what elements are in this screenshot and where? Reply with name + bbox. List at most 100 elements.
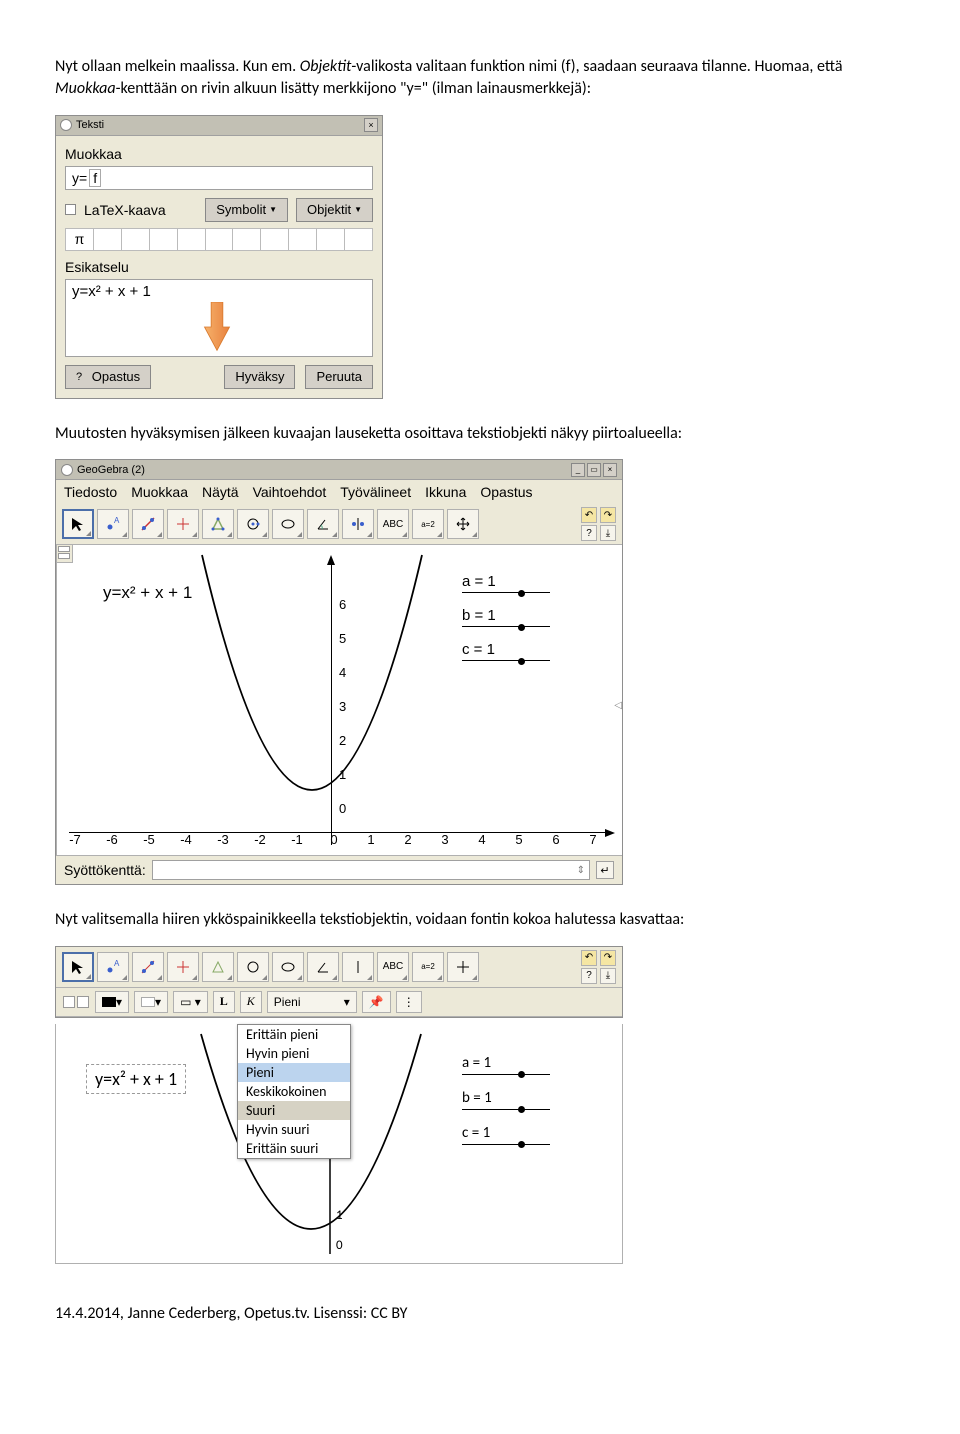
sym-cell[interactable] bbox=[317, 229, 345, 251]
fontsize-option[interactable]: Suuri bbox=[238, 1101, 350, 1120]
sym-cell[interactable] bbox=[94, 229, 122, 251]
max-icon[interactable]: ▭ bbox=[587, 463, 601, 477]
tool-point[interactable]: A bbox=[97, 952, 129, 982]
dl-icon[interactable]: ⤓ bbox=[600, 525, 616, 541]
menu-item[interactable]: Muokkaa bbox=[131, 484, 188, 500]
tool-polygon[interactable] bbox=[202, 509, 234, 539]
view-switch[interactable] bbox=[62, 995, 90, 1009]
min-icon[interactable]: _ bbox=[571, 463, 585, 477]
undo-icon[interactable]: ↶ bbox=[581, 950, 597, 966]
fontsize-select[interactable]: Pieni▾ bbox=[267, 991, 357, 1013]
tool-slider[interactable]: a=2 bbox=[412, 952, 444, 982]
tool-perp[interactable] bbox=[167, 509, 199, 539]
bold-button[interactable]: L bbox=[213, 991, 235, 1013]
sym-cell[interactable] bbox=[345, 229, 373, 251]
app-icon bbox=[61, 464, 73, 476]
x-tick: 6 bbox=[546, 832, 566, 847]
objects-label: Objektit bbox=[307, 202, 351, 217]
fontsize-option[interactable]: Erittäin pieni bbox=[238, 1025, 350, 1044]
fontsize-dropdown[interactable]: Erittäin pieniHyvin pieniPieniKeskikokoi… bbox=[237, 1024, 351, 1159]
tool-angle[interactable] bbox=[307, 952, 339, 982]
help-icon[interactable]: ? bbox=[581, 525, 597, 541]
tool-reflect[interactable] bbox=[342, 952, 374, 982]
app-titlebar[interactable]: GeoGebra (2) _ ▭ × bbox=[56, 460, 622, 480]
latex-checkbox[interactable] bbox=[65, 204, 76, 215]
fontsize-option[interactable]: Pieni bbox=[238, 1063, 350, 1082]
tool-circle[interactable] bbox=[237, 952, 269, 982]
tool-line[interactable] bbox=[132, 952, 164, 982]
tool-polygon[interactable] bbox=[202, 952, 234, 982]
menu-item[interactable]: Vaihtoehdot bbox=[253, 484, 327, 500]
sym-cell[interactable] bbox=[150, 229, 178, 251]
tool-ellipse[interactable] bbox=[272, 952, 304, 982]
tool-move[interactable] bbox=[447, 952, 479, 982]
tool-perp[interactable] bbox=[167, 952, 199, 982]
tool-arrow[interactable] bbox=[62, 509, 94, 539]
redo-icon[interactable]: ↷ bbox=[600, 950, 616, 966]
tool-line[interactable] bbox=[132, 509, 164, 539]
tool-reflect[interactable] bbox=[342, 509, 374, 539]
annotation-arrow-icon bbox=[202, 302, 232, 352]
tool-ellipse[interactable] bbox=[272, 509, 304, 539]
close-icon[interactable]: × bbox=[364, 118, 378, 132]
menu-item[interactable]: Työvälineet bbox=[340, 484, 411, 500]
ok-button[interactable]: Hyväksy bbox=[224, 365, 295, 389]
sym-cell[interactable] bbox=[178, 229, 206, 251]
symbols-button[interactable]: Symbolit▼ bbox=[205, 198, 288, 222]
x-tick: 5 bbox=[509, 832, 529, 847]
style-picker[interactable]: ▭ ▾ bbox=[173, 991, 208, 1013]
sym-cell[interactable] bbox=[289, 229, 317, 251]
bgcolor-picker[interactable]: ▾ bbox=[134, 991, 168, 1013]
p1b: Objektit bbox=[300, 57, 352, 76]
menu-item[interactable]: Tiedosto bbox=[64, 484, 117, 500]
x-tick: -7 bbox=[65, 832, 85, 847]
tool-slider[interactable]: a=2 bbox=[412, 509, 444, 539]
close-icon[interactable]: × bbox=[603, 463, 617, 477]
pi-symbol[interactable]: π bbox=[66, 229, 94, 251]
collapse-icon[interactable]: ◁ bbox=[614, 700, 622, 711]
menu-item[interactable]: Näytä bbox=[202, 484, 239, 500]
italic-button[interactable]: K bbox=[240, 991, 262, 1013]
input-bar: Syöttökenttä: ⇕ ↵ bbox=[56, 855, 622, 884]
sym-cell[interactable] bbox=[233, 229, 261, 251]
fontsize-option[interactable]: Hyvin pieni bbox=[238, 1044, 350, 1063]
more-icon[interactable]: ⋮ bbox=[396, 991, 422, 1013]
help-label: Opastus bbox=[92, 369, 140, 384]
tool-text[interactable]: ABC bbox=[377, 509, 409, 539]
symbol-grid[interactable]: π bbox=[65, 228, 373, 251]
menu-item[interactable]: Ikkuna bbox=[425, 484, 466, 500]
edit-field[interactable]: y= f bbox=[65, 166, 373, 190]
fontsize-option[interactable]: Erittäin suuri bbox=[238, 1139, 350, 1158]
objects-button[interactable]: Objektit▼ bbox=[296, 198, 373, 222]
cancel-button[interactable]: Peruuta bbox=[305, 365, 373, 389]
input-field[interactable]: ⇕ bbox=[152, 860, 590, 880]
sym-cell[interactable] bbox=[122, 229, 150, 251]
fontsize-option[interactable]: Keskikokoinen bbox=[238, 1082, 350, 1101]
menu-item[interactable]: Opastus bbox=[480, 484, 532, 500]
tool-circle[interactable] bbox=[237, 509, 269, 539]
pin-icon[interactable]: 📌 bbox=[362, 991, 391, 1013]
redo-icon[interactable]: ↷ bbox=[600, 507, 616, 523]
menubar: Tiedosto Muokkaa Näytä Vaihtoehdot Työvä… bbox=[56, 480, 622, 504]
format-toolbar: A ABC a=2 ↶↷?⤓ ▾ ▾ ▭ ▾ L K Pieni▾ 📌 ⋮ bbox=[55, 946, 623, 1018]
p1c: -valikosta valitaan funktion nimi (f), s… bbox=[351, 57, 842, 76]
graphics-view[interactable]: y=x² + x + 1 a = 1 b = 1 c = 1 6543210 -… bbox=[56, 545, 622, 855]
tool-point[interactable]: A bbox=[97, 509, 129, 539]
text-dialog: Teksti × Muokkaa y= f LaTeX-kaava Symbol… bbox=[55, 115, 383, 399]
tool-move[interactable] bbox=[447, 509, 479, 539]
help-icon[interactable]: ? bbox=[581, 968, 597, 984]
sym-cell[interactable] bbox=[261, 229, 289, 251]
fontsize-option[interactable]: Hyvin suuri bbox=[238, 1120, 350, 1139]
x-tick: -6 bbox=[102, 832, 122, 847]
dialog-titlebar[interactable]: Teksti × bbox=[56, 116, 382, 136]
sym-cell[interactable] bbox=[206, 229, 234, 251]
color-picker[interactable]: ▾ bbox=[95, 991, 129, 1013]
tool-angle[interactable] bbox=[307, 509, 339, 539]
tool-text[interactable]: ABC bbox=[377, 952, 409, 982]
help-button[interactable]: ? Opastus bbox=[65, 365, 151, 389]
undo-icon[interactable]: ↶ bbox=[581, 507, 597, 523]
tool-arrow[interactable] bbox=[62, 952, 94, 982]
fontsize-value: Pieni bbox=[274, 995, 301, 1009]
dl-icon[interactable]: ⤓ bbox=[600, 968, 616, 984]
input-submit-icon[interactable]: ↵ bbox=[596, 861, 614, 879]
